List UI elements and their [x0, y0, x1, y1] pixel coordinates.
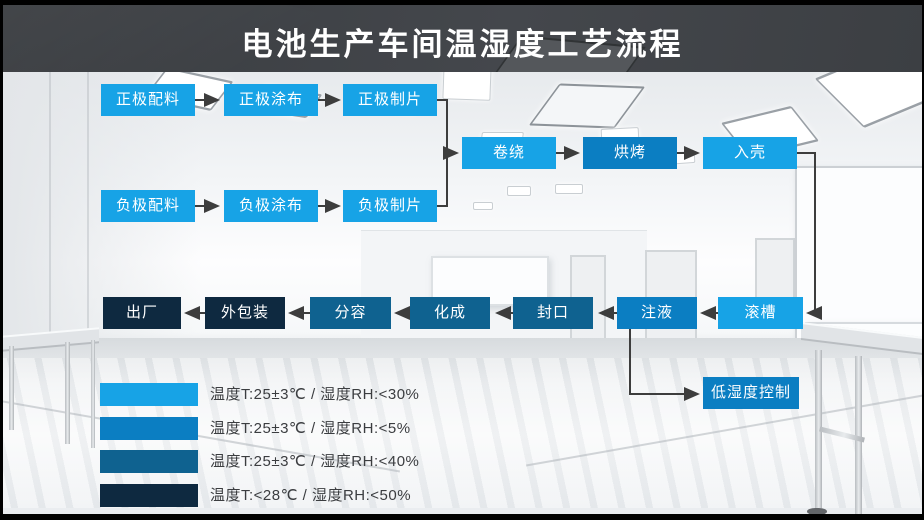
- flow-node-injection: 注液: [617, 297, 697, 329]
- legend-label: 温度T:<28℃ / 湿度RH:<50%: [210, 486, 412, 504]
- flow-node-baking: 烘烤: [583, 137, 677, 169]
- flow-node-neg-coat: 负极涂布: [224, 190, 318, 222]
- legend-swatch-deep-blue: [100, 450, 198, 473]
- legend-swatch-medium-blue: [100, 416, 198, 440]
- flow-node-winding: 卷绕: [462, 137, 556, 169]
- page-title: 电池生产车间温湿度工艺流程: [241, 27, 684, 62]
- table-right-leg: [815, 350, 822, 508]
- title-bar: 电池生产车间温湿度工艺流程: [3, 5, 922, 72]
- wall-seam: [49, 72, 51, 337]
- flow-node-formation: 化成: [410, 297, 490, 329]
- flow-node-shipping: 出厂: [103, 297, 181, 329]
- wall-seam: [87, 72, 89, 340]
- flow-node-grading: 分容: [310, 297, 391, 329]
- ceiling-light: [473, 202, 493, 210]
- ceiling-light: [555, 184, 583, 194]
- ceiling-light: [442, 72, 492, 101]
- legend-swatch-light-blue: [100, 383, 198, 406]
- flow-node-packing: 外包装: [205, 297, 285, 329]
- flow-node-grooving: 滚槽: [718, 297, 803, 329]
- frame-top: [0, 0, 924, 5]
- legend-swatch-navy: [100, 483, 198, 507]
- frame-right: [922, 0, 924, 520]
- legend-label: 温度T:25±3℃ / 湿度RH:<5%: [210, 419, 411, 437]
- legend-label: 温度T:25±3℃ / 湿度RH:<30%: [210, 386, 420, 403]
- flow-node-pos-mix: 正极配料: [101, 84, 195, 116]
- flow-node-low-humidity: 低湿度控制: [703, 377, 799, 409]
- table-left-leg: [91, 340, 95, 448]
- table-foot: [807, 508, 827, 514]
- frame-left: [0, 0, 3, 520]
- ceiling-light: [507, 186, 531, 196]
- flow-node-pos-coat: 正极涂布: [224, 84, 318, 116]
- flow-node-neg-mix: 负极配料: [101, 190, 195, 222]
- ceiling-light: [814, 72, 922, 129]
- ceiling-lamp-frame: [528, 83, 646, 129]
- flow-node-neg-sheet: 负极制片: [343, 190, 437, 222]
- table-right-leg: [855, 356, 862, 514]
- table-left-leg: [9, 346, 14, 430]
- legend-label: 温度T:25±3℃ / 湿度RH:<40%: [210, 453, 420, 470]
- flow-node-sealing: 封口: [513, 297, 593, 329]
- flow-node-casing: 入壳: [703, 137, 797, 169]
- window-panel: [795, 166, 922, 346]
- table-left-leg: [65, 342, 70, 444]
- flow-node-pos-sheet: 正极制片: [343, 84, 437, 116]
- frame-bottom: [0, 514, 924, 520]
